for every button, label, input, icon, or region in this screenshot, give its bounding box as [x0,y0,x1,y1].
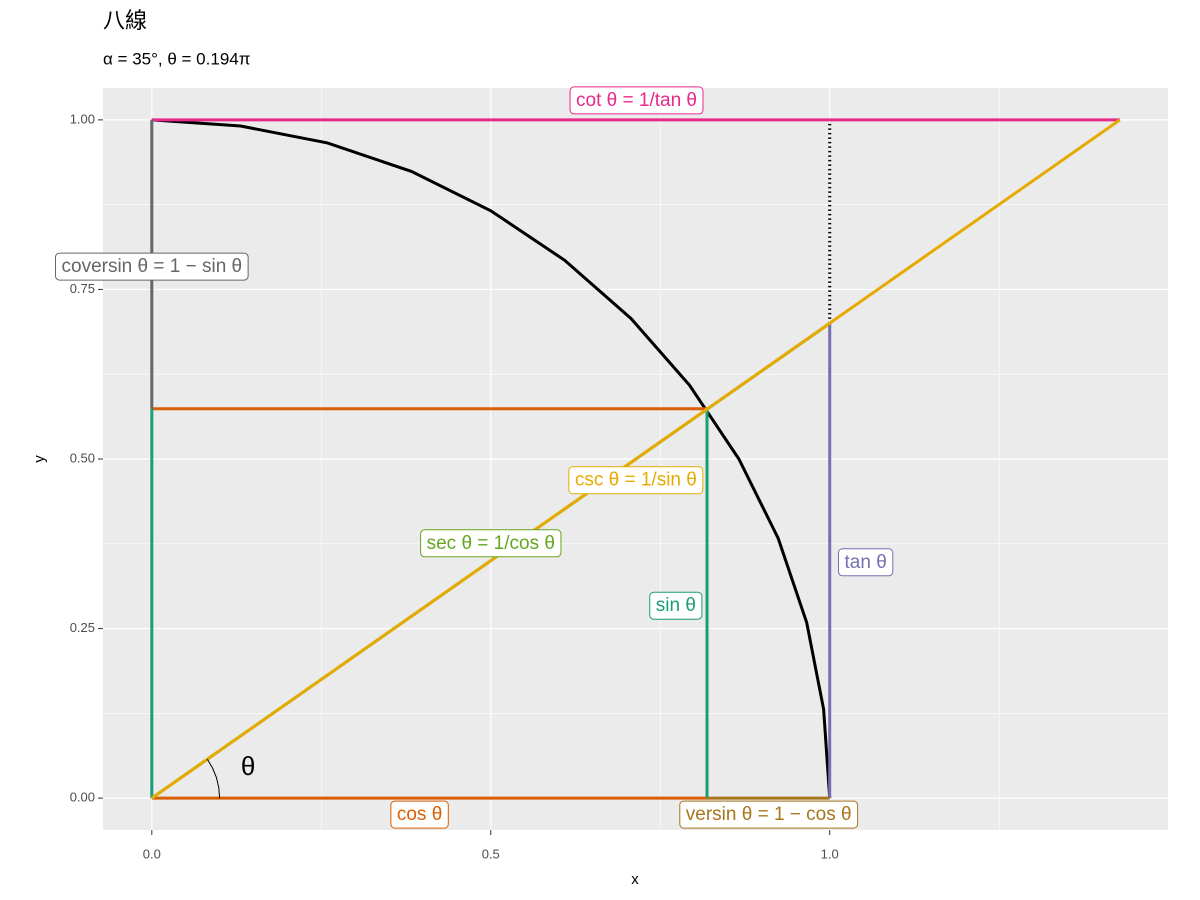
annotation: sec θ = 1/cos θ [420,529,562,558]
x-tick-label: 0.5 [482,846,500,861]
x-tick-label: 0.0 [143,846,161,861]
line-segment [151,118,832,799]
y-tick-label: 0.50 [70,450,95,465]
annotation: cot θ = 1/tan θ [569,86,704,115]
chart-title: 八線 [103,8,147,33]
annotation: θ [241,751,255,781]
annotation-box [649,591,703,620]
annotation: versin θ = 1 − cos θ [679,800,859,829]
line-segment [150,118,1121,800]
annotation-label: cot θ = 1/tan θ [576,90,697,111]
annotation: sin θ [649,591,703,620]
y-tick-label: 1.00 [70,111,95,126]
annotation-label: sin θ [656,595,696,616]
annotation-box [679,800,859,829]
annotation-label: coversin θ = 1 − sin θ [62,256,243,277]
annotation-label: cos θ [397,804,442,825]
annotation-label: θ [241,751,255,781]
annotation-box [420,529,562,558]
annotation: cos θ [390,800,449,829]
annotation-box [390,800,449,829]
annotation-box [569,86,704,115]
annotation-label: csc θ = 1/sin θ [575,470,697,491]
y-axis-title: y [31,455,48,463]
annotation-box [838,548,894,577]
annotation-label: versin θ = 1 − cos θ [686,804,852,825]
x-axis-title: x [631,871,639,888]
annotation: csc θ = 1/sin θ [568,466,704,495]
y-tick-label: 0.00 [70,790,95,805]
annotation-label: sec θ = 1/cos θ [427,533,555,554]
y-tick-label: 0.25 [70,620,95,635]
annotation-box [568,466,704,495]
annotation: tan θ [838,548,894,577]
chart-subtitle: α = 35°, θ = 0.194π [103,49,250,68]
annotation-box [55,252,249,281]
annotation-label: tan θ [845,552,887,573]
line-segment [206,758,221,799]
annotation: coversin θ = 1 − sin θ [55,252,249,281]
y-tick-label: 0.75 [70,281,95,296]
x-tick-label: 1.0 [821,846,839,861]
